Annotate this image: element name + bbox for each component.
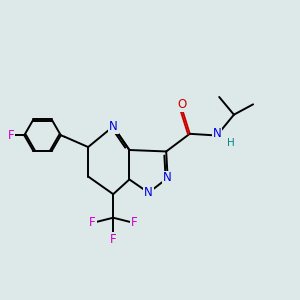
Text: N: N (144, 186, 153, 199)
Text: H: H (227, 138, 235, 148)
Text: F: F (89, 216, 96, 229)
Text: F: F (8, 129, 14, 142)
Text: O: O (178, 98, 187, 112)
Text: N: N (212, 127, 221, 140)
Text: F: F (130, 216, 137, 229)
Text: N: N (109, 120, 118, 133)
Text: N: N (163, 172, 172, 184)
Text: F: F (110, 233, 116, 246)
